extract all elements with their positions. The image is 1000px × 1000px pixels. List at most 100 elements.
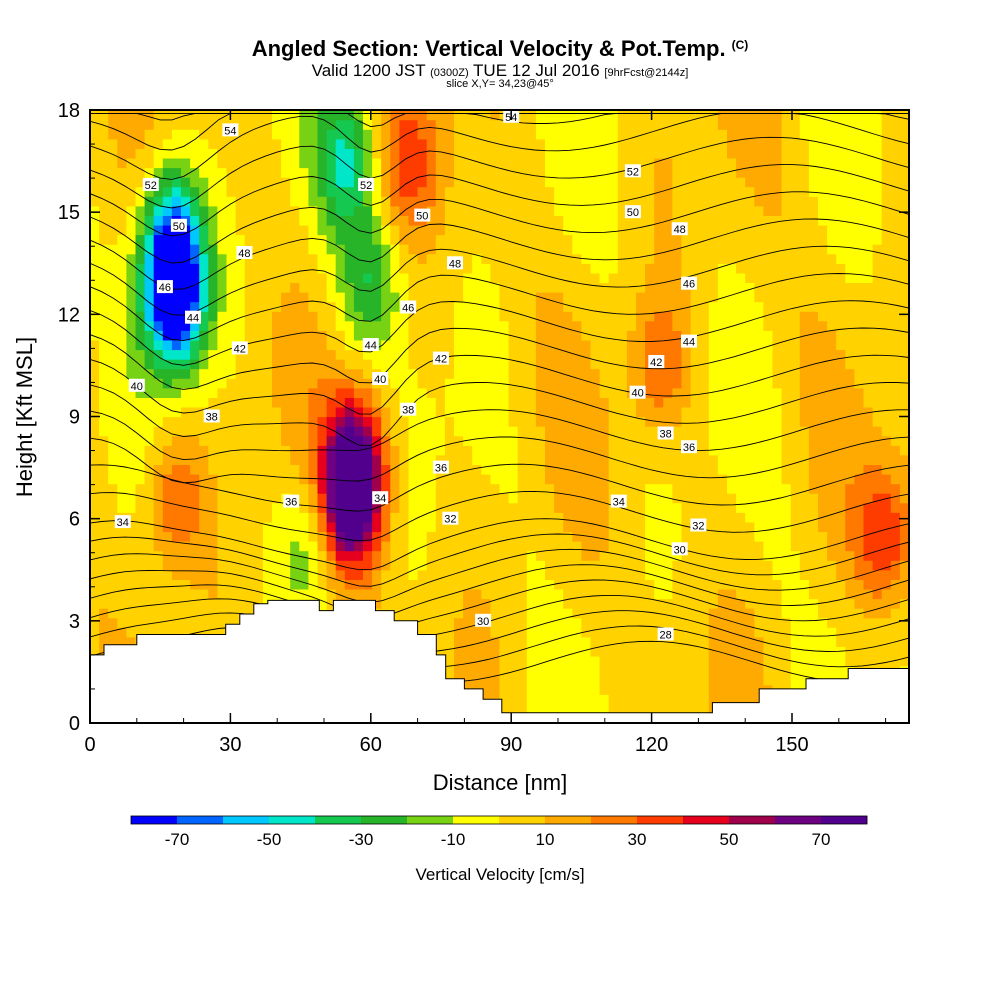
field-cell bbox=[545, 129, 555, 140]
field-cell bbox=[535, 397, 546, 408]
field-cell bbox=[253, 378, 264, 389]
field-cell bbox=[399, 512, 410, 523]
field-cell bbox=[563, 646, 573, 657]
field-cell bbox=[754, 435, 764, 446]
field-cell bbox=[526, 521, 537, 533]
field-cell bbox=[599, 368, 610, 379]
field-cell bbox=[763, 320, 774, 331]
field-cell bbox=[117, 416, 127, 427]
field-cell bbox=[572, 205, 582, 216]
field-cell bbox=[199, 627, 209, 638]
field-cell bbox=[99, 416, 109, 427]
field-cell bbox=[754, 253, 764, 264]
field-cell bbox=[645, 502, 655, 513]
field-cell bbox=[681, 234, 692, 245]
field-cell bbox=[790, 253, 801, 264]
field-cell bbox=[545, 541, 555, 552]
field-cell bbox=[353, 560, 364, 571]
field-cell bbox=[344, 272, 355, 283]
field-cell bbox=[417, 512, 428, 523]
field-cell bbox=[736, 541, 746, 552]
field-cell bbox=[754, 656, 764, 667]
field-cell bbox=[781, 550, 792, 561]
field-cell bbox=[672, 368, 683, 379]
field-cell bbox=[299, 253, 309, 264]
field-cell bbox=[681, 244, 692, 255]
field-cell bbox=[645, 320, 655, 331]
field-cell bbox=[299, 196, 309, 207]
field-cell bbox=[454, 138, 464, 149]
field-cell bbox=[135, 569, 146, 580]
field-cell bbox=[444, 378, 455, 389]
field-cell bbox=[681, 588, 692, 600]
field-cell bbox=[426, 569, 437, 580]
field-cell bbox=[363, 167, 373, 178]
field-cell bbox=[399, 224, 410, 236]
field-cell bbox=[481, 531, 491, 542]
field-cell bbox=[690, 474, 701, 485]
field-cell bbox=[399, 110, 410, 121]
field-cell bbox=[126, 339, 137, 351]
field-cell bbox=[663, 464, 673, 475]
field-cell bbox=[162, 272, 173, 283]
field-cell bbox=[590, 445, 601, 456]
field-cell bbox=[581, 301, 592, 312]
field-cell bbox=[508, 234, 519, 245]
field-cell bbox=[790, 330, 801, 341]
field-cell bbox=[508, 435, 519, 446]
field-cell bbox=[317, 560, 328, 571]
field-cell bbox=[581, 119, 592, 130]
field-cell bbox=[308, 110, 319, 121]
field-cell bbox=[190, 493, 200, 504]
field-cell bbox=[344, 426, 355, 437]
field-cell bbox=[317, 148, 328, 159]
field-cell bbox=[235, 397, 246, 408]
field-cell bbox=[399, 129, 410, 140]
field-cell bbox=[472, 330, 482, 341]
field-cell bbox=[781, 454, 792, 465]
field-cell bbox=[608, 588, 619, 600]
field-cell bbox=[581, 186, 592, 197]
field-cell bbox=[144, 483, 155, 494]
field-cell bbox=[599, 694, 610, 705]
field-cell bbox=[617, 224, 628, 236]
field-cell bbox=[508, 368, 519, 379]
field-cell bbox=[454, 167, 464, 178]
field-cell bbox=[171, 157, 182, 169]
field-cell bbox=[272, 368, 282, 379]
field-cell bbox=[572, 234, 582, 245]
field-cell bbox=[617, 378, 628, 389]
field-cell bbox=[108, 445, 118, 456]
field-cell bbox=[335, 311, 346, 322]
field-cell bbox=[217, 483, 228, 494]
field-cell bbox=[162, 359, 173, 370]
field-cell bbox=[790, 311, 801, 322]
field-cell bbox=[763, 138, 774, 149]
field-cell bbox=[199, 445, 209, 456]
valid-time: Valid 1200 JST bbox=[311, 61, 426, 80]
field-cell bbox=[390, 177, 400, 188]
field-cell bbox=[126, 483, 137, 494]
field-cell bbox=[563, 588, 573, 600]
field-cell bbox=[572, 282, 582, 293]
field-cell bbox=[636, 177, 646, 188]
field-cell bbox=[308, 387, 319, 398]
field-cell bbox=[745, 493, 755, 504]
field-cell bbox=[426, 157, 437, 169]
field-cell bbox=[599, 301, 610, 312]
field-cell bbox=[563, 541, 573, 552]
field-cell bbox=[736, 177, 746, 188]
field-cell bbox=[463, 301, 473, 312]
field-cell bbox=[226, 569, 237, 580]
field-cell bbox=[645, 684, 655, 695]
field-cell bbox=[535, 253, 546, 264]
field-cell bbox=[290, 339, 300, 351]
field-cell bbox=[508, 119, 519, 130]
field-cell bbox=[344, 119, 355, 130]
field-cell bbox=[581, 330, 592, 341]
field-cell bbox=[717, 177, 728, 188]
field-cell bbox=[454, 445, 464, 456]
field-cell bbox=[499, 167, 510, 178]
field-cell bbox=[435, 636, 446, 647]
field-cell bbox=[217, 224, 228, 236]
